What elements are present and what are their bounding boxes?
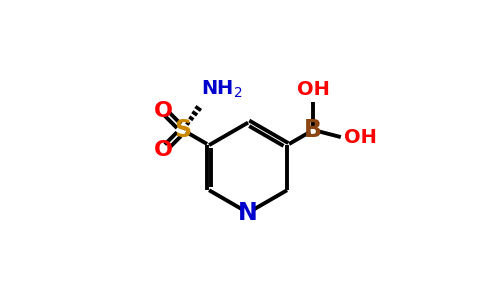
Text: S: S	[174, 118, 192, 142]
Text: OH: OH	[297, 80, 330, 99]
Text: B: B	[304, 118, 322, 142]
Text: N: N	[238, 201, 258, 225]
Text: O: O	[154, 140, 173, 160]
Text: O: O	[154, 100, 173, 121]
Text: OH: OH	[344, 128, 377, 147]
Text: NH$_2$: NH$_2$	[201, 79, 243, 100]
